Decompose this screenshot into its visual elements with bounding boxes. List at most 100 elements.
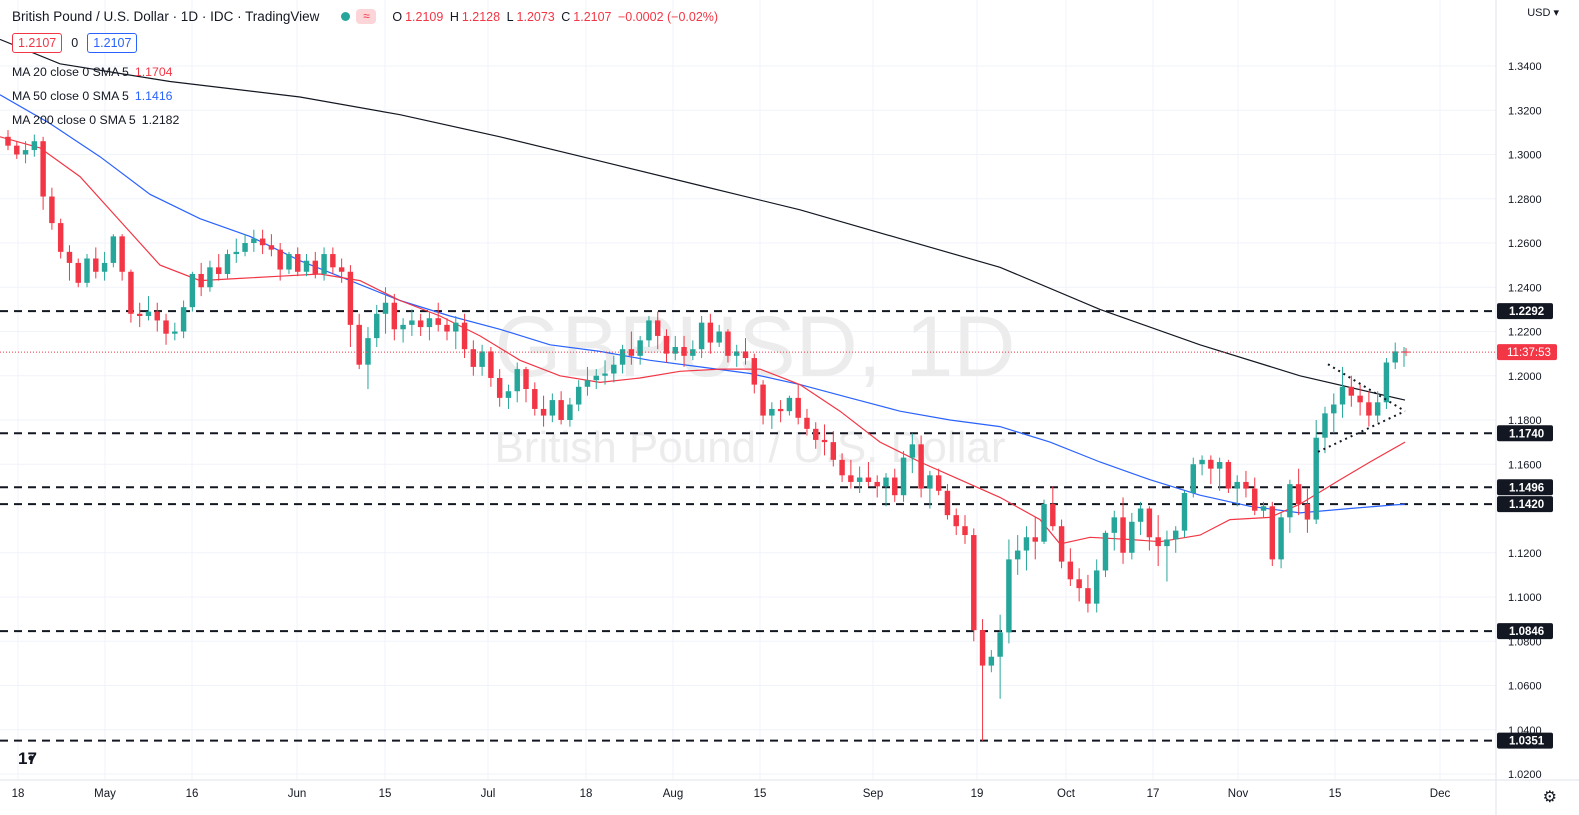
candle-body xyxy=(365,338,371,365)
candle-body xyxy=(1146,508,1153,538)
legend-ma50[interactable]: MA 50 close 0 SMA 5 1.1416 xyxy=(12,89,173,103)
candle xyxy=(927,470,933,509)
symbol-title[interactable]: British Pound / U.S. Dollar · 1D · IDC ·… xyxy=(12,9,320,24)
candle-body xyxy=(602,373,608,376)
candle-body xyxy=(321,254,327,274)
chart-header: British Pound / U.S. Dollar · 1D · IDC ·… xyxy=(12,9,721,24)
candle-body xyxy=(1085,588,1091,604)
level-badge xyxy=(1497,623,1553,640)
candle xyxy=(593,369,599,390)
candle-body xyxy=(93,258,99,272)
time-tick-label: 19 xyxy=(971,788,984,800)
candle-body xyxy=(593,375,599,381)
price-axis[interactable]: 1.3400 1.3200 1.3000 1.2800 1.2600 1.2400 1.22… xyxy=(1495,0,1557,815)
candle-body xyxy=(663,335,670,354)
candle-body xyxy=(488,351,494,378)
time-axis[interactable]: 18 May 16 Jun 15 Jul 18 Aug 15 Sep 19 Oct 17 Nov 15 Dec xyxy=(0,779,1579,800)
candle-body xyxy=(1014,550,1021,560)
candle-body xyxy=(22,150,29,155)
candle xyxy=(1357,384,1363,416)
close-value: 1.2107 xyxy=(573,9,612,24)
candle-body xyxy=(1181,493,1188,531)
candle xyxy=(953,508,959,536)
candle xyxy=(734,344,740,367)
candle-body xyxy=(804,417,810,429)
market-open-dot-icon[interactable] xyxy=(341,12,351,21)
candle xyxy=(110,234,117,268)
time-tick-label: May xyxy=(94,788,116,800)
tradingview-logo[interactable]: 17 xyxy=(18,749,37,768)
buy-price-button[interactable]: 1.2107 xyxy=(87,33,138,53)
candle xyxy=(172,322,178,341)
price-tick-label: 1.2600 xyxy=(1508,238,1542,250)
candle xyxy=(119,234,125,281)
candle-body xyxy=(935,475,942,491)
candle xyxy=(479,344,485,376)
candle xyxy=(330,247,336,274)
candle-body xyxy=(514,369,520,392)
candle xyxy=(944,484,951,520)
candle xyxy=(338,258,345,283)
candle-body xyxy=(312,260,319,274)
triangle-pattern[interactable] xyxy=(1317,363,1406,453)
currency-selector[interactable]: USD ▾ xyxy=(1527,7,1559,19)
candle xyxy=(40,136,46,210)
candle-body xyxy=(49,196,55,224)
candle xyxy=(347,265,354,347)
time-tick-label: Aug xyxy=(663,788,683,800)
candle-body xyxy=(716,331,722,343)
candle-body xyxy=(1058,526,1065,562)
candle xyxy=(1190,457,1197,498)
candle-body xyxy=(295,254,301,272)
candle-body xyxy=(347,271,354,325)
candle-body xyxy=(66,251,73,263)
candle xyxy=(93,247,99,279)
candle-body xyxy=(1173,530,1179,540)
candle-body xyxy=(953,515,959,527)
candle xyxy=(57,218,64,259)
candle-body xyxy=(1269,506,1276,560)
candle-body xyxy=(31,141,38,151)
candle-body xyxy=(338,267,345,272)
legend-ma20[interactable]: MA 20 close 0 SMA 5 1.1704 xyxy=(12,65,173,79)
gear-icon[interactable]: ⚙ xyxy=(1542,789,1557,806)
candle-body xyxy=(892,477,898,496)
level-badge-label: 1.0846 xyxy=(1509,626,1544,638)
ma200-line xyxy=(0,38,1406,401)
candle xyxy=(1374,391,1381,423)
wave-icon[interactable]: ≈ xyxy=(356,9,377,24)
candle-body xyxy=(549,400,556,416)
candle-body xyxy=(874,481,880,487)
candle xyxy=(935,468,942,496)
candle-body xyxy=(821,439,828,443)
legend-ma200[interactable]: MA 200 close 0 SMA 5 1.2182 xyxy=(12,113,179,127)
price-tick-label: 1.2000 xyxy=(1508,371,1542,383)
price-tick-label: 1.1600 xyxy=(1508,459,1542,471)
candle xyxy=(1155,515,1161,567)
candle-body xyxy=(971,535,977,631)
low-label: L xyxy=(506,9,514,24)
time-tick-label: 15 xyxy=(1329,788,1342,800)
candle xyxy=(374,304,380,347)
candle-body xyxy=(927,475,933,489)
candle-body xyxy=(619,349,626,365)
candle-body xyxy=(251,238,257,243)
candle xyxy=(962,515,968,544)
candle-body xyxy=(1225,462,1232,489)
candle-body xyxy=(567,404,573,420)
candle-body xyxy=(172,331,178,334)
candle xyxy=(821,424,828,456)
ma50-label: MA 50 close 0 SMA 5 xyxy=(12,89,129,103)
candle-body xyxy=(584,380,591,387)
candle-body xyxy=(277,249,283,270)
candle xyxy=(1313,420,1319,524)
candle xyxy=(215,254,222,281)
sell-price-button[interactable]: 1.2107 xyxy=(12,33,63,53)
candle-body xyxy=(725,331,731,356)
candle-body xyxy=(1331,404,1337,414)
candle xyxy=(1146,506,1153,551)
candle-body xyxy=(769,408,775,416)
candle xyxy=(628,331,635,365)
candle-body xyxy=(681,346,687,356)
